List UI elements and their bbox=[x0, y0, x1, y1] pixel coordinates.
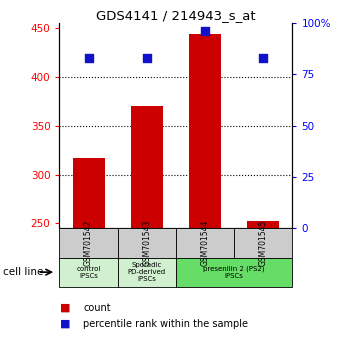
Text: GSM701545: GSM701545 bbox=[259, 220, 268, 266]
Bar bbox=[118, 228, 176, 258]
Bar bbox=[234, 228, 292, 258]
Text: ■: ■ bbox=[59, 319, 70, 329]
Bar bbox=[131, 106, 163, 228]
Text: GSM701543: GSM701543 bbox=[142, 220, 151, 266]
Bar bbox=[59, 258, 118, 287]
Text: GSM701544: GSM701544 bbox=[201, 220, 209, 266]
Bar bbox=[247, 222, 279, 228]
Text: percentile rank within the sample: percentile rank within the sample bbox=[83, 319, 248, 329]
Text: ■: ■ bbox=[59, 303, 70, 313]
Text: control
IPSCs: control IPSCs bbox=[76, 266, 101, 279]
Text: cell line: cell line bbox=[3, 267, 44, 277]
Bar bbox=[176, 258, 292, 287]
Bar bbox=[59, 228, 118, 258]
Text: Sporadic
PD-derived
iPSCs: Sporadic PD-derived iPSCs bbox=[128, 262, 166, 282]
Point bbox=[260, 55, 266, 61]
Bar bbox=[73, 158, 105, 228]
Bar bbox=[176, 228, 234, 258]
Point bbox=[144, 55, 150, 61]
Bar bbox=[189, 34, 221, 228]
Point bbox=[86, 55, 91, 61]
Text: count: count bbox=[83, 303, 111, 313]
Point bbox=[202, 28, 208, 34]
Text: GSM701542: GSM701542 bbox=[84, 220, 93, 266]
Text: presenilin 2 (PS2)
iPSCs: presenilin 2 (PS2) iPSCs bbox=[203, 266, 265, 279]
Bar bbox=[118, 258, 176, 287]
Title: GDS4141 / 214943_s_at: GDS4141 / 214943_s_at bbox=[96, 9, 256, 22]
